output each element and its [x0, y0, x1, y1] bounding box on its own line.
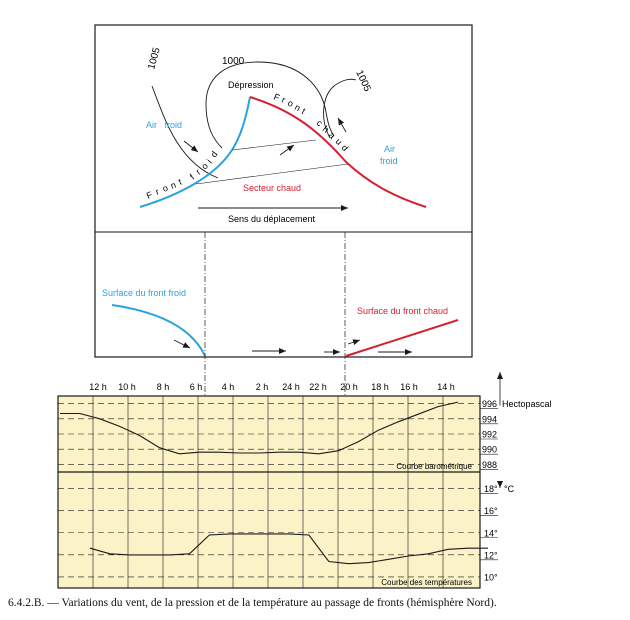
sector-line: [231, 139, 317, 151]
air-froid-right-1: Air: [384, 144, 395, 154]
time-label: 24 h: [282, 382, 300, 392]
time-label: 18 h: [371, 382, 389, 392]
warm-letter: t: [300, 106, 308, 116]
temp-unit: °C: [504, 484, 515, 494]
chart-frame: [57, 395, 481, 589]
warm-letter: r: [280, 95, 287, 105]
warm-letter: F: [272, 92, 281, 104]
cold-letter: i: [205, 157, 214, 165]
warm-letter: u: [334, 136, 345, 147]
pressure-unit: Hectopascal: [502, 399, 552, 409]
pressure-curve: [60, 401, 459, 455]
time-label: 10 h: [118, 382, 136, 392]
cold-surface-label: Surface du front froid: [102, 288, 186, 298]
warm-surface-label: Surface du front chaud: [357, 306, 448, 316]
cold-letter: o: [199, 161, 210, 172]
warm-letter: n: [293, 102, 302, 113]
cold-letter: F: [145, 189, 154, 201]
pressure-tick: 994: [482, 414, 497, 424]
cold-letter: r: [154, 186, 161, 196]
map-frame: [94, 24, 473, 358]
time-label: 4 h: [222, 382, 235, 392]
cold-letter: o: [161, 183, 169, 194]
warm-front-line: [249, 96, 427, 208]
wind-arrow: [279, 144, 295, 156]
sector-line: [195, 163, 349, 185]
depression-label: Dépression: [228, 80, 274, 90]
time-label: 12 h: [89, 382, 107, 392]
pressure-tick: 996: [482, 399, 497, 409]
isobar-1005-right: [323, 78, 357, 139]
time-label: 8 h: [157, 382, 170, 392]
wind-arrow: [173, 339, 191, 349]
wind-arrow: [337, 117, 347, 133]
warm-letter: c: [315, 118, 325, 129]
isobar-1000-east: [257, 61, 335, 137]
warm-letter: a: [327, 130, 337, 141]
figure-caption: 6.4.2.B. — Variations du vent, de la pre…: [8, 597, 497, 609]
secteur-chaud-label: Secteur chaud: [243, 183, 301, 193]
sens-label: Sens du déplacement: [228, 214, 316, 224]
isobar-label-1000: 1000: [222, 56, 245, 67]
temp-tick: 12°: [484, 550, 498, 560]
air-froid-right-2: froid: [380, 156, 398, 166]
cold-front-label: F r o n t f r o i d: [145, 149, 220, 201]
air-froid-left: Air froid: [146, 120, 182, 130]
pressure-tick: 990: [482, 445, 497, 455]
wind-arrow: [347, 339, 361, 346]
pressure-tick: 988: [482, 460, 497, 470]
warm-front-label: F r o n t c h a u d: [272, 92, 350, 153]
warm-surface-line: [345, 319, 459, 357]
time-label: 14 h: [437, 382, 455, 392]
warm-letter: o: [286, 98, 295, 109]
cold-letter: n: [169, 180, 177, 191]
temp-tick: 10°: [484, 572, 498, 582]
temperature-curve: [89, 533, 488, 565]
time-label: 16 h: [400, 382, 418, 392]
time-label: 20 h: [340, 382, 358, 392]
cold-surface-curve: [111, 304, 206, 357]
cold-letter: f: [188, 172, 197, 182]
time-label: 22 h: [309, 382, 327, 392]
warm-letter: d: [340, 143, 351, 153]
isobar-1000-west: [205, 61, 259, 149]
time-label: 2 h: [256, 382, 269, 392]
pressure-curve-label: Courbe barométrique: [396, 462, 472, 471]
cold-letter: r: [194, 167, 203, 177]
temp-curve-label: Courbe des températures: [381, 578, 472, 587]
cold-front-line: [139, 96, 251, 208]
isobar-1005-left: [151, 85, 219, 179]
cold-letter: d: [208, 149, 219, 159]
wind-arrow: [183, 140, 199, 153]
temp-tick: 18°: [484, 484, 498, 494]
time-label: 6 h: [190, 382, 203, 392]
warm-letter: h: [321, 124, 331, 135]
temp-tick: 14°: [484, 528, 498, 538]
temp-tick: 16°: [484, 506, 498, 516]
pressure-tick: 992: [482, 430, 497, 440]
cold-letter: t: [177, 176, 184, 186]
recorder-chart: 12 h 10 h 8 h 6 h 4 h 2 h 24 h 22 h 20 h 18 h 16 h…: [57, 372, 552, 589]
